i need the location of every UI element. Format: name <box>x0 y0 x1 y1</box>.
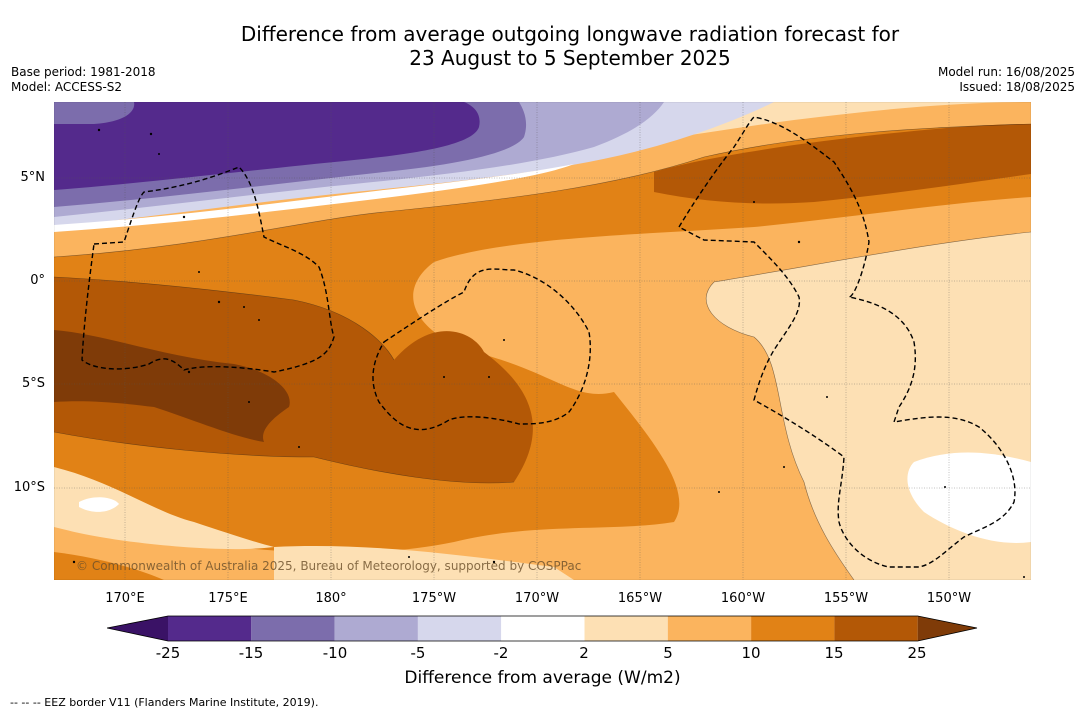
lat-label-5s: 5°S <box>21 376 45 391</box>
meta-left: Base period: 1981-2018 Model: ACCESS-S2 <box>11 65 156 95</box>
lon-label-165w: 165°W <box>617 591 663 606</box>
map-title: Difference from average outgoing longwav… <box>170 22 970 70</box>
colorbar <box>107 615 978 642</box>
lon-label-150w: 150°W <box>926 591 972 606</box>
region-over-25 <box>54 330 290 442</box>
base-period: Base period: 1981-2018 <box>11 65 156 79</box>
cb-label-1: -15 <box>238 644 264 662</box>
cb-label-6: 5 <box>663 644 673 662</box>
colorbar-min-extend <box>107 616 168 641</box>
region-near-zero <box>54 164 574 232</box>
cb-label-8: 15 <box>824 644 844 662</box>
region-10-15-southwest <box>54 552 164 580</box>
cb-label-7: 10 <box>741 644 761 662</box>
colorbar-bin-1 <box>168 616 252 641</box>
model-run: Model run: 16/08/2025 <box>937 65 1075 79</box>
olr-anomaly-map <box>54 102 1031 580</box>
meta-right: Model run: 16/08/2025 Issued: 18/08/2025 <box>938 65 1075 95</box>
islands <box>72 128 1025 578</box>
region-2-5-southwest <box>54 467 274 550</box>
lon-label-180: 180° <box>315 591 347 606</box>
eez-borders <box>81 116 1016 568</box>
region-near-zero-east <box>907 452 1031 543</box>
colorbar-bin-2 <box>251 616 335 641</box>
cb-label-2: -10 <box>322 644 348 662</box>
colorbar-bin-6 <box>584 616 668 641</box>
lon-label-175e: 175°E <box>208 591 248 606</box>
cb-label-4: -2 <box>493 644 509 662</box>
lat-label-0: 0° <box>30 273 45 288</box>
lat-label-10s: 10°S <box>13 480 45 495</box>
title-line-2: 23 August to 5 September 2025 <box>409 46 731 70</box>
lon-label-175w: 175°W <box>411 591 457 606</box>
colorbar-title: Difference from average (W/m2) <box>404 668 681 688</box>
region-15-25-north <box>654 124 1031 204</box>
title-line-1: Difference from average outgoing longwav… <box>240 22 900 46</box>
lon-label-155w: 155°W <box>823 591 869 606</box>
region-2-5-south <box>274 546 574 580</box>
eez-legend-note: -- -- -- EEZ border V11 (Flanders Marine… <box>10 696 319 709</box>
region-neg-15 <box>54 102 480 190</box>
graticule <box>54 102 1031 580</box>
colorbar-bin-5 <box>501 616 585 641</box>
colorbar-bin-4 <box>417 616 502 641</box>
lat-label-5n: 5°N <box>20 170 46 185</box>
cb-label-5: 2 <box>579 644 589 662</box>
cb-label-3: -5 <box>410 644 426 662</box>
colorbar-bin-7 <box>667 616 752 641</box>
lon-label-170w: 170°W <box>514 591 560 606</box>
colorbar-bin-8 <box>751 616 835 641</box>
colorbar-bin-3 <box>334 616 418 641</box>
lon-label-160w: 160°W <box>720 591 766 606</box>
copyright-notice: © Commonwealth of Australia 2025, Bureau… <box>76 559 582 573</box>
region-near-zero-sw <box>79 497 119 512</box>
colorbar-max-extend <box>917 616 977 641</box>
lon-label-170e: 170°E <box>105 591 145 606</box>
issued-date: Issued: 18/08/2025 <box>959 80 1075 94</box>
colorbar-bin-9 <box>834 616 918 641</box>
model-name: Model: ACCESS-S2 <box>11 80 123 94</box>
cb-label-0: -25 <box>155 644 181 662</box>
cb-label-9: 25 <box>907 644 927 662</box>
region-15-25-west <box>54 277 533 483</box>
